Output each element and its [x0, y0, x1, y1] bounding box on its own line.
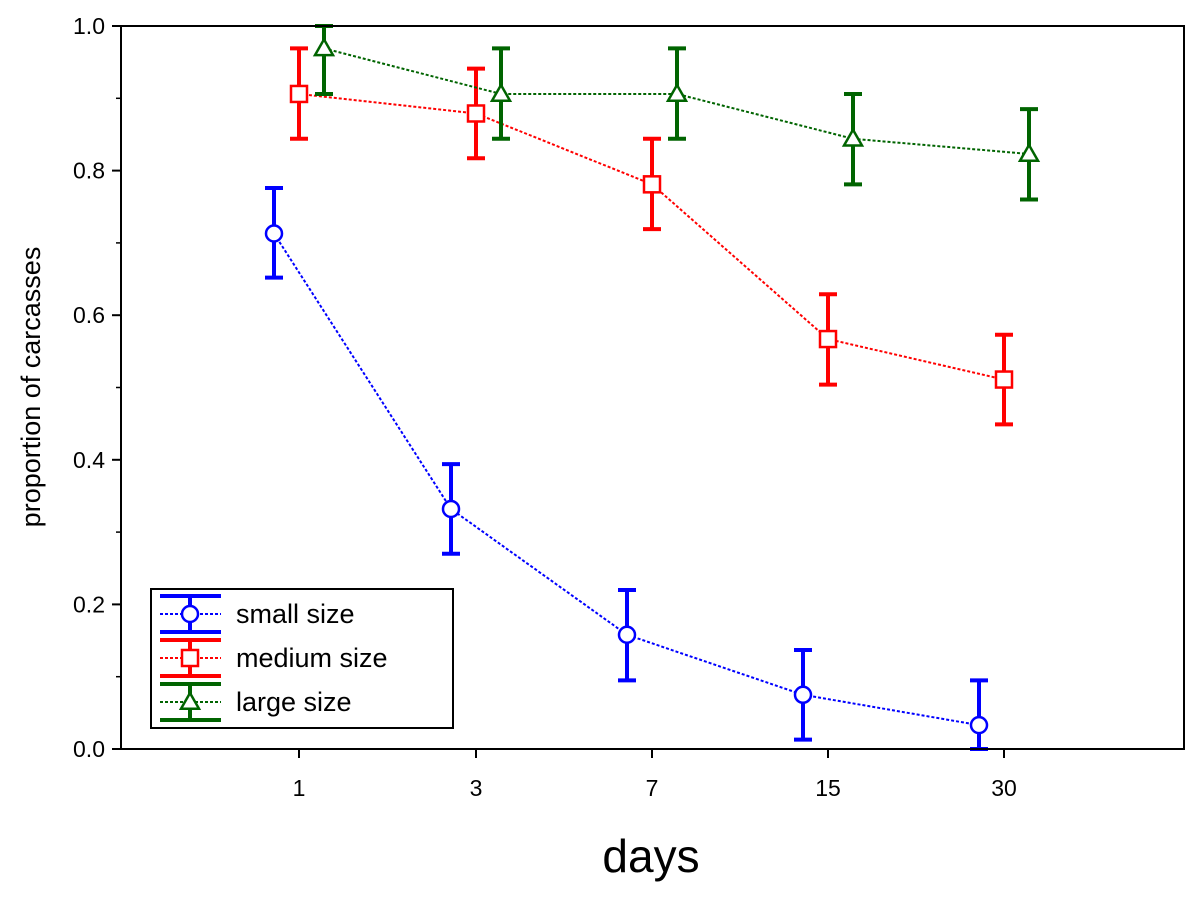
legend-marker: [180, 648, 200, 668]
y-axis-label: proportion of carcasses: [16, 247, 46, 528]
data-point: [489, 82, 513, 102]
legend: small size medium size large size: [150, 588, 454, 729]
data-point: [969, 715, 989, 735]
series-line: [323, 47, 1030, 155]
data-point: [818, 329, 838, 349]
legend-label: medium size: [236, 643, 388, 673]
legend-label: small size: [236, 599, 355, 629]
x-tick-label: 7: [646, 775, 659, 801]
y-tick-label: 0.4: [73, 447, 105, 473]
legend-entry: small size: [160, 594, 355, 634]
legend-entry: medium size: [160, 638, 388, 678]
y-tick-label: 0.8: [73, 158, 105, 184]
data-point: [642, 175, 662, 194]
y-tick-label: 0.2: [73, 591, 105, 617]
legend-marker: [178, 690, 202, 710]
series-large-size: [312, 24, 1041, 202]
data-point: [617, 625, 637, 645]
x-tick-label: 15: [815, 775, 841, 801]
data-point: [312, 36, 336, 57]
data-point: [841, 127, 865, 147]
data-point: [264, 224, 284, 243]
legend-entry: large size: [160, 682, 352, 722]
x-tick-label: 3: [470, 775, 483, 801]
legend-marker: [180, 604, 200, 624]
x-tick-label: 30: [991, 775, 1017, 801]
x-axis-label: days: [602, 830, 699, 882]
series-medium-size: [289, 46, 1014, 427]
data-point: [665, 82, 689, 102]
y-tick-label: 0.0: [73, 736, 105, 762]
data-point: [466, 104, 486, 123]
plot-area: [264, 24, 1041, 751]
series-small-size: [264, 185, 989, 751]
y-tick-label: 0.6: [73, 302, 105, 328]
data-point: [793, 685, 813, 705]
x-tick-label: 1: [293, 775, 306, 801]
y-tick-label: 1.0: [73, 13, 105, 39]
data-point: [1017, 142, 1041, 162]
axes: 0.0 0.2 0.4 0.6 0.8 1.0 1 3 7 15 30: [73, 13, 1017, 801]
data-point: [994, 370, 1014, 389]
data-point: [441, 499, 461, 519]
legend-label: large size: [236, 687, 352, 717]
data-point: [289, 84, 309, 104]
